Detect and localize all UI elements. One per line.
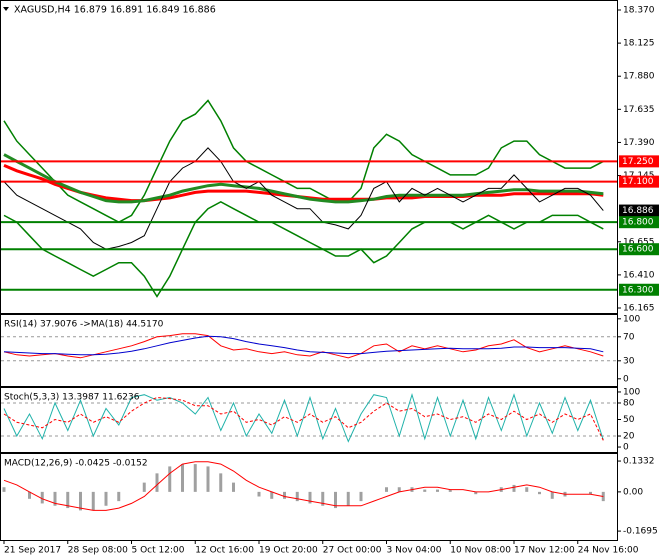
y-tick-label: 16.165	[623, 303, 655, 313]
series-line	[3, 201, 604, 298]
panel-frame	[0, 0, 618, 314]
y-tick-label: 17.880	[623, 72, 655, 82]
series-line	[3, 99, 604, 224]
level-label-box	[619, 216, 659, 229]
x-tick-label: 24 Nov 16:00	[578, 546, 639, 556]
x-tick-label: 19 Oct 20:00	[259, 546, 318, 556]
y-tick-label: 80	[623, 398, 635, 408]
y-tick-label: 0	[623, 443, 629, 453]
y-tick-label: 18.125	[623, 39, 655, 49]
series-line	[3, 396, 604, 441]
level-label-box	[619, 243, 659, 256]
y-tick-label: 100	[623, 387, 640, 397]
y-tick-label: 50	[623, 415, 635, 425]
series-line	[3, 392, 604, 443]
level-label: 17.100	[622, 177, 654, 187]
panel-title: Stoch(5,3,3) 13.3987 11.6236	[4, 393, 140, 403]
x-tick-label: 21 Sep 2017	[4, 546, 61, 556]
series-line	[3, 147, 604, 250]
level-label: 16.886	[622, 206, 654, 216]
x-tick-label: 5 Oct 12:00	[132, 546, 185, 556]
level-label-box	[619, 283, 659, 296]
y-tick-label: 100	[623, 314, 640, 324]
y-tick-label: 70	[623, 332, 635, 342]
x-tick-label: 27 Oct 00:00	[323, 546, 382, 556]
series-line	[3, 333, 604, 359]
y-tick-label: 18.370	[623, 6, 655, 16]
series-line	[3, 335, 604, 356]
level-label-box	[619, 175, 659, 188]
series-line	[3, 461, 604, 511]
level-label: 16.600	[622, 245, 654, 255]
y-tick-label: 17.635	[623, 105, 655, 115]
menu-icon	[3, 7, 9, 11]
y-tick-label: 0.1332	[623, 457, 655, 467]
y-tick-label: 0	[623, 374, 629, 384]
panel-title: RSI(14) 37.9076 ->MA(18) 44.5170	[4, 320, 164, 330]
level-label: 16.800	[622, 218, 654, 228]
x-tick-label: 17 Nov 12:00	[514, 546, 575, 556]
panel-frame	[0, 453, 618, 541]
y-tick-label: 16.410	[623, 270, 655, 280]
x-tick-label: 12 Oct 16:00	[195, 546, 254, 556]
series-line	[3, 153, 604, 204]
level-label-box	[619, 204, 659, 217]
level-label: 17.250	[622, 157, 654, 167]
x-tick-label: 10 Nov 08:00	[450, 546, 511, 556]
y-tick-label: 16.655	[623, 237, 655, 247]
x-tick-label: 3 Nov 04:00	[387, 546, 442, 556]
y-tick-label: 17.390	[623, 138, 655, 148]
y-tick-label: 20	[623, 432, 635, 442]
x-tick-label: 28 Sep 08:00	[68, 546, 128, 556]
panel-frame	[0, 314, 618, 387]
level-label: 16.300	[622, 285, 654, 295]
y-tick-label: 30	[623, 356, 635, 366]
panel-title: XAGUSD,H4 16.879 16.891 16.849 16.886	[14, 5, 216, 16]
y-tick-label: 0.00	[623, 487, 643, 497]
panel-title: MACD(12,26,9) -0.0425 -0.0152	[4, 459, 148, 469]
level-label-box	[619, 155, 659, 168]
y-tick-label: -0.1695	[623, 527, 658, 537]
